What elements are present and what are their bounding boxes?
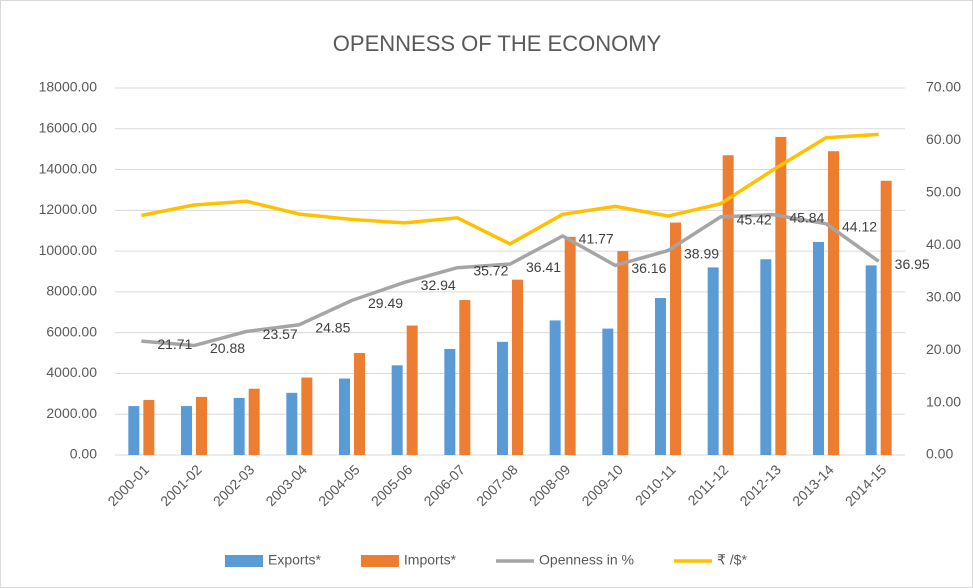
- data-label: 35.72: [473, 262, 508, 278]
- bar: [722, 155, 734, 456]
- y-tick-label: 4000.00: [46, 364, 97, 380]
- data-label: 21.71: [157, 336, 192, 352]
- bar: [196, 396, 207, 455]
- data-label: 38.99: [684, 245, 719, 261]
- y2-tick-label: 70.00: [926, 79, 961, 95]
- bar: [880, 180, 892, 455]
- data-label: 20.88: [210, 340, 245, 356]
- bar: [617, 251, 629, 455]
- bar: [406, 325, 418, 455]
- bar: [602, 328, 614, 455]
- data-label: 36.16: [631, 260, 666, 276]
- bar: [670, 222, 681, 455]
- data-label: 45.84: [789, 209, 824, 225]
- y2-tick-label: 60.00: [926, 131, 961, 147]
- bar: [512, 279, 523, 455]
- bar: [497, 341, 508, 455]
- legend-label: Openness in %: [539, 552, 634, 568]
- bar: [339, 378, 350, 455]
- data-label: 29.49: [368, 295, 403, 311]
- bar: [181, 406, 192, 455]
- bar: [865, 265, 877, 455]
- y2-tick-label: 40.00: [926, 236, 961, 252]
- data-label: 36.41: [526, 259, 561, 275]
- y2-tick-label: 30.00: [926, 288, 961, 304]
- y-tick-label: 0.00: [70, 446, 97, 462]
- bar: [143, 399, 155, 455]
- bar: [248, 388, 260, 455]
- bar: [301, 377, 313, 455]
- y2-tick-label: 0.00: [926, 446, 953, 462]
- legend-label: Exports*: [268, 552, 321, 568]
- y-tick-label: 6000.00: [46, 323, 97, 339]
- bar: [459, 300, 471, 455]
- y-tick-label: 14000.00: [39, 160, 98, 176]
- bar: [655, 298, 666, 455]
- bar: [391, 365, 403, 455]
- data-label: 45.42: [737, 212, 772, 228]
- y2-tick-label: 20.00: [926, 341, 961, 357]
- line-series: [141, 212, 880, 348]
- bar: [444, 348, 456, 455]
- legend-label: ₹ /$*: [717, 552, 747, 568]
- bar: [760, 259, 772, 455]
- bar: [549, 320, 561, 455]
- data-label: 44.12: [842, 218, 877, 234]
- data-label: 23.57: [263, 326, 298, 342]
- bar: [828, 151, 839, 455]
- bar: [354, 353, 365, 455]
- y-tick-label: 16000.00: [39, 119, 98, 135]
- y2-tick-label: 50.00: [926, 184, 961, 200]
- line-series: [140, 132, 879, 246]
- bar: [707, 267, 719, 455]
- legend-swatch: [225, 555, 263, 567]
- data-label: 32.94: [421, 277, 456, 293]
- bar: [286, 392, 298, 455]
- data-label: 24.85: [315, 319, 350, 335]
- bar: [128, 406, 140, 455]
- bar: [775, 136, 787, 455]
- bar: [564, 236, 576, 455]
- legend-swatch: [360, 555, 399, 567]
- legend-label: Imports*: [404, 552, 457, 568]
- y2-tick-label: 10.00: [926, 393, 961, 409]
- y-tick-label: 12000.00: [39, 201, 98, 217]
- chart-title: OPENNESS OF THE ECONOMY: [333, 31, 662, 56]
- data-label: 41.77: [579, 231, 614, 247]
- y-tick-label: 10000.00: [39, 242, 98, 258]
- data-label: 36.95: [895, 256, 930, 272]
- bar: [233, 397, 245, 455]
- y-tick-label: 18000.00: [39, 79, 98, 95]
- y-tick-label: 2000.00: [46, 405, 97, 421]
- y-tick-label: 8000.00: [46, 283, 97, 299]
- bar: [813, 241, 824, 455]
